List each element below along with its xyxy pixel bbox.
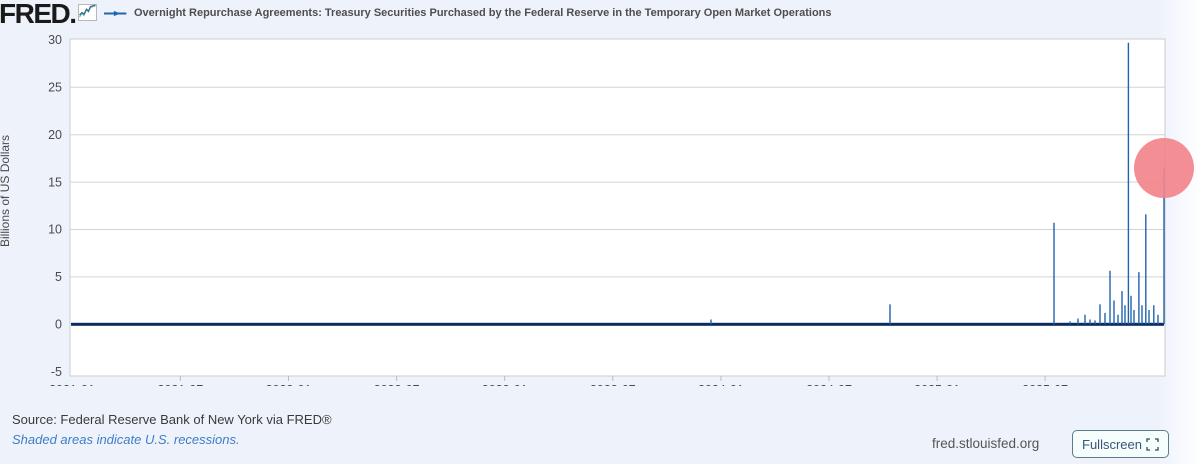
svg-text:2024-07: 2024-07 bbox=[806, 383, 852, 386]
svg-text:2022-07: 2022-07 bbox=[374, 383, 420, 386]
svg-text:15: 15 bbox=[48, 175, 62, 189]
svg-text:25: 25 bbox=[48, 81, 62, 95]
svg-text:2024-01: 2024-01 bbox=[698, 383, 744, 386]
svg-text:2023-07: 2023-07 bbox=[590, 383, 636, 386]
svg-text:2021-01: 2021-01 bbox=[49, 383, 95, 386]
svg-text:2022-01: 2022-01 bbox=[266, 383, 312, 386]
svg-text:2021-07: 2021-07 bbox=[157, 383, 203, 386]
svg-text:20: 20 bbox=[48, 128, 62, 142]
svg-text:2025-01: 2025-01 bbox=[914, 383, 960, 386]
svg-text:-5: -5 bbox=[51, 365, 62, 379]
svg-text:2023-01: 2023-01 bbox=[482, 383, 528, 386]
svg-text:2025-07: 2025-07 bbox=[1022, 383, 1068, 386]
svg-text:10: 10 bbox=[48, 223, 62, 237]
svg-text:5: 5 bbox=[55, 270, 62, 284]
svg-text:0: 0 bbox=[55, 317, 62, 331]
svg-text:30: 30 bbox=[48, 33, 62, 47]
